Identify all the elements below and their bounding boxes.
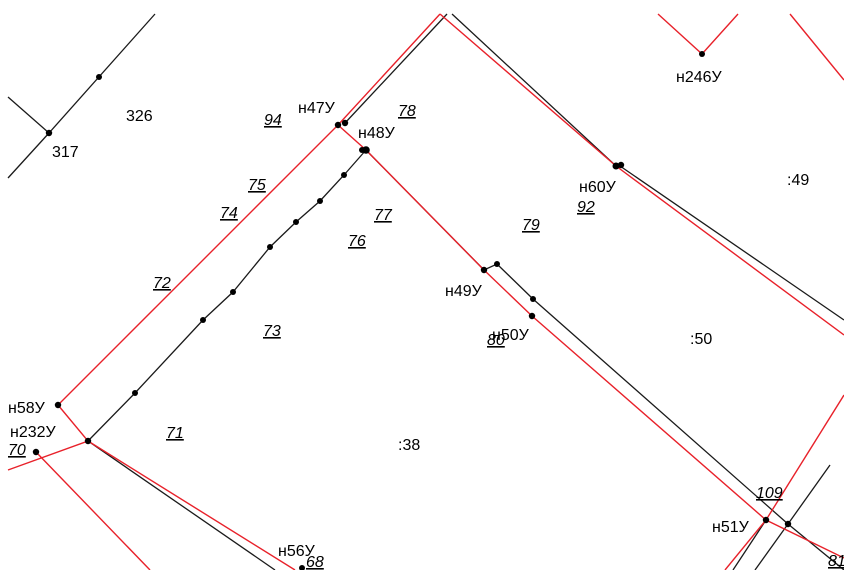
label-72: 72 xyxy=(153,275,171,292)
label-75: 75 xyxy=(248,177,266,194)
label-71: 71 xyxy=(166,425,184,442)
survey-points xyxy=(32,51,792,570)
label-n246u: н246У xyxy=(676,69,723,86)
label-74: 74 xyxy=(220,205,238,222)
label-73: 73 xyxy=(263,323,281,340)
label-81: 81 xyxy=(828,553,844,570)
label-n232u: н232У xyxy=(10,424,57,441)
label-326: 326 xyxy=(126,108,153,125)
label-77: 77 xyxy=(374,207,393,224)
parcel-boundaries-black xyxy=(7,13,844,570)
label-76: 76 xyxy=(348,233,366,250)
label-68: 68 xyxy=(306,554,324,570)
label-92: 92 xyxy=(577,199,595,216)
label-n47u: н47У xyxy=(298,100,336,117)
label-n51u: н51У xyxy=(712,519,750,536)
label-94: 94 xyxy=(264,112,282,129)
label-50: :50 xyxy=(690,331,712,348)
label-79: 79 xyxy=(522,217,540,234)
label-n50u: н50У xyxy=(492,327,530,344)
label-n48u: н48У xyxy=(358,125,396,142)
parcel-boundaries-red xyxy=(7,13,844,570)
label-317: 317 xyxy=(52,144,79,161)
label-n60u: н60У xyxy=(579,179,617,196)
label-38: :38 xyxy=(398,437,420,454)
label-n49u: н49У xyxy=(445,283,483,300)
label-n58u: н58У xyxy=(8,400,46,417)
label-78: 78 xyxy=(398,103,416,120)
label-49: :49 xyxy=(787,172,809,189)
map-labels: 326 317 94 н47У 78 н48У н246У :49 н60У 9… xyxy=(8,69,844,570)
label-109: 109 xyxy=(756,485,783,502)
label-n56u: н56У xyxy=(278,543,316,560)
label-70: 70 xyxy=(8,442,26,459)
label-80: 80 xyxy=(487,332,505,349)
